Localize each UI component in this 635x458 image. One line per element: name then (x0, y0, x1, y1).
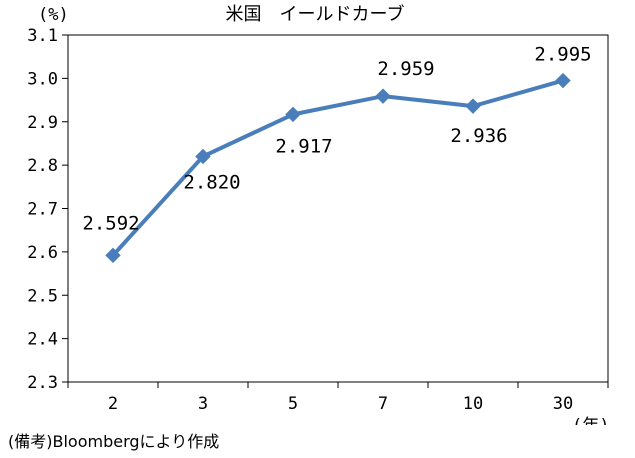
x-axis: 2 3 5 7 10 30 (67, 382, 609, 414)
data-label: 2.995 (534, 44, 591, 66)
y-tick-label: 2.4 (27, 330, 58, 350)
data-point-marker (285, 106, 301, 123)
x-tick-label: 10 (463, 394, 483, 414)
data-point-marker (195, 148, 211, 165)
data-label: 2.959 (377, 58, 434, 80)
yield-curve-chart: (%) 米国 イールドカーブ (年) 2.3 2.4 2.5 2.6 2.7 2.8 2.9… (27, 3, 609, 425)
x-axis-unit: (年) (572, 416, 609, 425)
x-tick-label: 5 (288, 394, 298, 414)
y-tick-label: 2.9 (27, 113, 58, 133)
data-point-marker (465, 98, 481, 114)
x-tick-label: 7 (378, 394, 388, 414)
data-label: 2.592 (82, 212, 139, 234)
chart-title: 米国 イールドカーブ (226, 3, 405, 25)
data-label: 2.917 (275, 135, 332, 157)
y-tick-label: 3.0 (27, 69, 58, 89)
y-tick-label: 3.1 (27, 26, 58, 46)
data-point-marker (555, 72, 571, 89)
data-label: 2.820 (183, 171, 240, 193)
y-tick-label: 2.3 (27, 373, 58, 393)
y-axis: 2.3 2.4 2.5 2.6 2.7 2.8 2.9 3.0 3.1 (27, 26, 68, 393)
y-axis-unit: (%) (38, 5, 69, 25)
data-point-marker (105, 247, 121, 264)
y-tick-label: 2.5 (27, 286, 58, 306)
series-line (111, 78, 564, 257)
plot-area (67, 34, 609, 383)
y-tick-label: 2.7 (27, 200, 58, 220)
data-label: 2.936 (450, 125, 507, 147)
x-tick-label: 30 (553, 394, 573, 414)
data-point-marker (375, 88, 391, 104)
source-note: (備考)Bloombergにより作成 (8, 432, 220, 451)
series-group: 2.592 2.820 2.917 2.959 2.936 2.995 (82, 44, 592, 264)
x-tick-label: 3 (198, 394, 208, 414)
y-tick-label: 2.8 (27, 156, 58, 176)
x-tick-label: 2 (108, 394, 118, 414)
y-tick-label: 2.6 (27, 243, 58, 263)
